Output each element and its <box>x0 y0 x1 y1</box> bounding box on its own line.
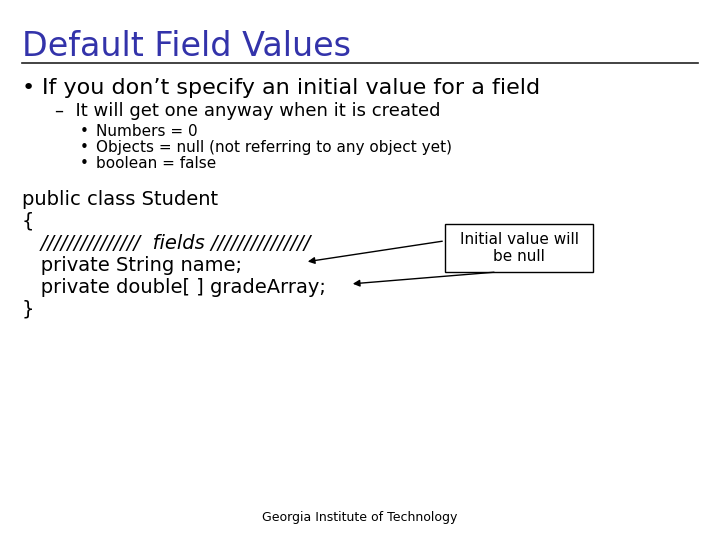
Text: private double[ ] gradeArray;: private double[ ] gradeArray; <box>22 278 326 297</box>
Text: Objects = null (not referring to any object yet): Objects = null (not referring to any obj… <box>96 140 452 155</box>
Text: If you don’t specify an initial value for a field: If you don’t specify an initial value fo… <box>42 78 540 98</box>
Text: {: { <box>22 212 35 231</box>
Text: Initial value will
be null: Initial value will be null <box>459 232 578 264</box>
FancyArrowPatch shape <box>354 272 494 286</box>
Text: •: • <box>22 78 35 98</box>
Text: boolean = false: boolean = false <box>96 156 216 171</box>
Text: Default Field Values: Default Field Values <box>22 30 351 63</box>
Text: ///////////////  fields ///////////////: /////////////// fields /////////////// <box>22 234 310 253</box>
Text: Georgia Institute of Technology: Georgia Institute of Technology <box>262 511 458 524</box>
Text: –  It will get one anyway when it is created: – It will get one anyway when it is crea… <box>55 102 441 120</box>
Text: private String name;: private String name; <box>22 256 242 275</box>
Bar <box>445 224 593 272</box>
Text: Numbers = 0: Numbers = 0 <box>96 124 197 139</box>
Text: •: • <box>80 140 89 155</box>
Text: public class Student: public class Student <box>22 190 218 209</box>
Text: •: • <box>80 124 89 139</box>
FancyArrowPatch shape <box>310 241 442 264</box>
Text: •: • <box>80 156 89 171</box>
Text: }: } <box>22 300 35 319</box>
